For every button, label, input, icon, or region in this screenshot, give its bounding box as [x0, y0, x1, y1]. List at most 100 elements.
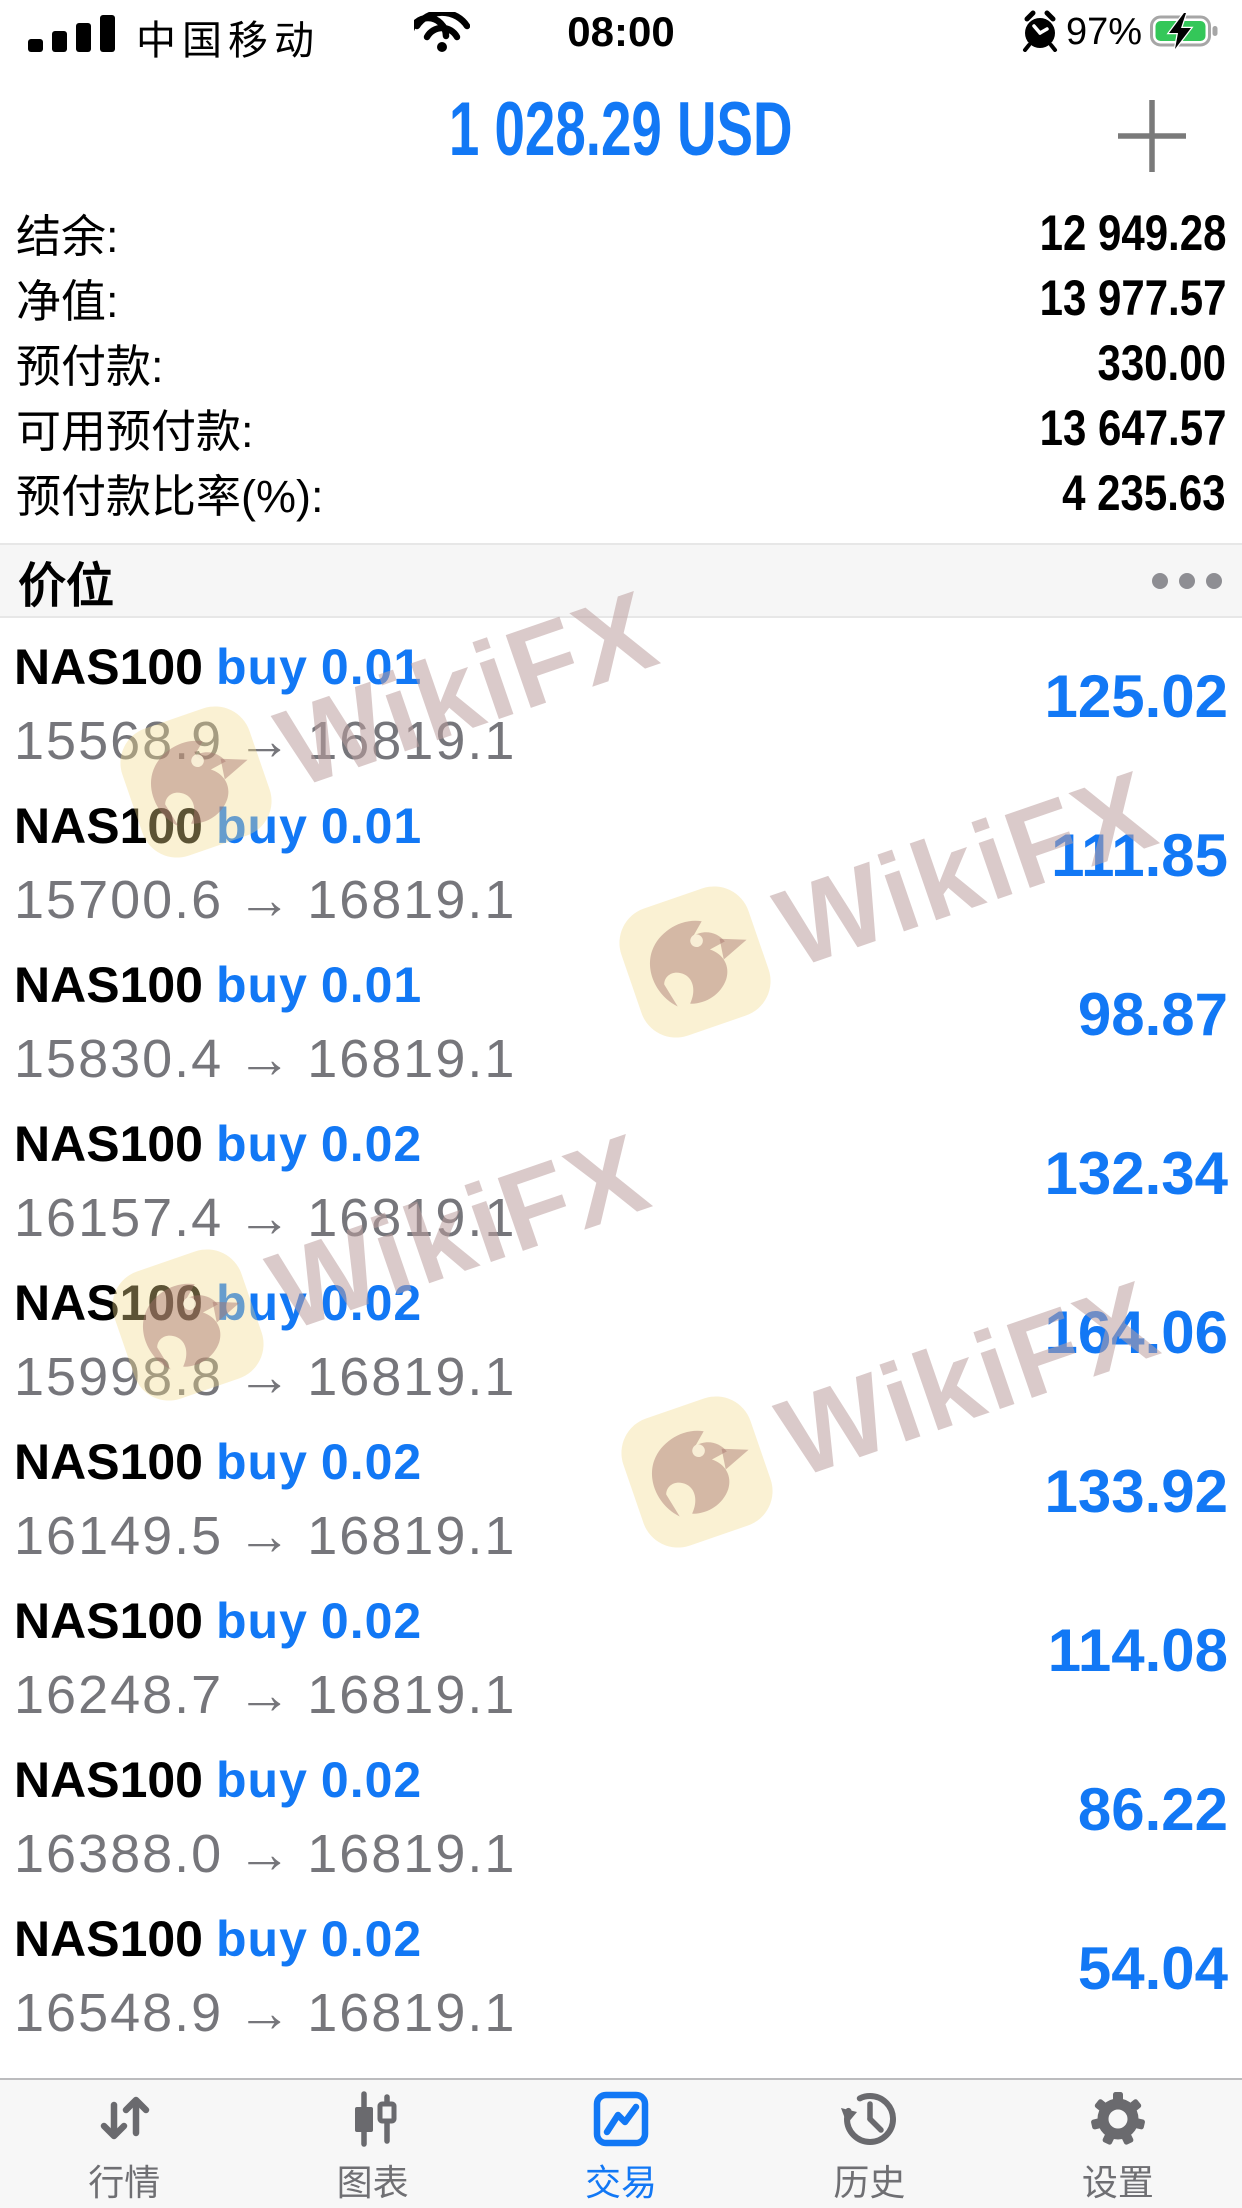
balance-label: 结余: — [16, 211, 119, 262]
side-label: buy — [216, 798, 308, 854]
arrow-right-icon: → — [237, 1983, 294, 2043]
position-row[interactable]: NAS100 buy 0.02 16157.4 → 16819.1 132.34 — [14, 1107, 1228, 1266]
margin-label: 预付款: — [16, 341, 164, 392]
current-price: 16819.1 — [307, 1188, 517, 1248]
carrier-label: 中国移动 — [136, 19, 320, 63]
tab-trade[interactable]: 交易 — [497, 2080, 745, 2208]
summary-row-free-margin: 可用预付款: 13 647.57 — [16, 395, 1226, 460]
open-price: 15700.6 — [14, 870, 224, 930]
tab-label: 设置 — [1081, 2162, 1154, 2203]
summary-row-margin-level: 预付款比率(%): 4 235.63 — [16, 460, 1226, 525]
position-row[interactable]: NAS100 buy 0.01 15700.6 → 16819.1 111.85 — [14, 789, 1228, 948]
symbol-label: NAS100 — [14, 957, 203, 1013]
volume-label: 0.01 — [320, 639, 423, 695]
summary-row-margin: 预付款: 330.00 — [16, 330, 1226, 395]
tab-charts[interactable]: 图表 — [248, 2080, 496, 2208]
account-summary: 结余: 12 949.28 净值: 13 977.57 预付款: 330.00 … — [16, 200, 1226, 525]
balance-value: 12 949.28 — [1039, 204, 1226, 261]
section-title: 价位 — [18, 559, 115, 613]
tab-label: 交易 — [585, 2162, 658, 2203]
side-label: buy — [216, 1116, 308, 1172]
profit-value: 164.06 — [1044, 1299, 1228, 1366]
bottom-tab-bar: 行情 图表 交易 — [0, 2078, 1242, 2208]
side-label: buy — [216, 1752, 308, 1808]
add-order-button[interactable] — [1112, 96, 1192, 176]
tab-history[interactable]: 历史 — [745, 2080, 993, 2208]
position-row[interactable]: NAS100 buy 0.02 16388.0 → 16819.1 86.22 — [14, 1743, 1228, 1902]
positions-list: NAS100 buy 0.01 15568.9 → 16819.1 125.02 NAS… — [0, 630, 1242, 2062]
open-price: 15568.9 — [14, 711, 224, 771]
position-row[interactable]: NAS100 buy 0.02 16149.5 → 16819.1 133.92 — [14, 1425, 1228, 1584]
arrow-right-icon: → — [237, 1029, 294, 1089]
arrow-right-icon: → — [237, 1824, 294, 1884]
margin-level-label: 预付款比率(%): — [16, 471, 324, 522]
free-margin-label: 可用预付款: — [16, 406, 254, 457]
profit-value: 111.85 — [1051, 822, 1228, 889]
symbol-label: NAS100 — [14, 1116, 203, 1172]
open-price: 16388.0 — [14, 1824, 224, 1884]
history-clock-icon — [841, 2093, 897, 2145]
symbol-label: NAS100 — [14, 639, 203, 695]
position-row[interactable]: NAS100 buy 0.02 16248.7 → 16819.1 114.08 — [14, 1584, 1228, 1743]
equity-value: 13 977.57 — [1039, 269, 1226, 326]
wifi-icon — [414, 12, 470, 52]
arrow-right-icon: → — [237, 870, 294, 930]
margin-level-value: 4 235.63 — [1062, 464, 1226, 521]
profit-value: 98.87 — [1077, 981, 1228, 1048]
position-row[interactable]: NAS100 buy 0.02 16548.9 → 16819.1 54.04 — [14, 1902, 1228, 2061]
profit-value: 114.08 — [1047, 1617, 1228, 1684]
volume-label: 0.01 — [320, 798, 423, 854]
arrow-right-icon: → — [237, 711, 294, 771]
symbol-label: NAS100 — [14, 1434, 203, 1490]
tab-quotes[interactable]: 行情 — [0, 2080, 248, 2208]
volume-label: 0.02 — [320, 1593, 423, 1649]
tab-settings[interactable]: 设置 — [994, 2080, 1242, 2208]
status-bar: 中国移动 08:00 97% — [0, 0, 1242, 63]
equity-label: 净值: — [16, 276, 119, 327]
open-price: 15998.8 — [14, 1347, 224, 1407]
current-price: 16819.1 — [307, 1029, 517, 1089]
profit-value: 54.04 — [1077, 1935, 1228, 2002]
profit-value: 86.22 — [1077, 1776, 1228, 1843]
positions-section-header: 价位 — [0, 543, 1242, 618]
battery-charging-icon — [1150, 13, 1218, 49]
current-price: 16819.1 — [307, 1983, 517, 2043]
current-price: 16819.1 — [307, 1665, 517, 1725]
floating-profit-total: 1 028.29 USD — [449, 87, 793, 172]
candlestick-chart-icon — [354, 2091, 397, 2147]
side-label: buy — [216, 957, 308, 1013]
side-label: buy — [216, 1275, 308, 1331]
position-row[interactable]: NAS100 buy 0.02 15998.8 → 16819.1 164.06 — [14, 1266, 1228, 1425]
free-margin-value: 13 647.57 — [1039, 399, 1226, 456]
volume-label: 0.02 — [320, 1752, 423, 1808]
summary-row-equity: 净值: 13 977.57 — [16, 265, 1226, 330]
position-row[interactable]: NAS100 buy 0.01 15568.9 → 16819.1 125.02 — [14, 630, 1228, 789]
side-label: buy — [216, 639, 308, 695]
settings-gear-icon — [1090, 2092, 1145, 2145]
profit-value: 125.02 — [1044, 663, 1228, 730]
more-options-icon[interactable] — [1150, 571, 1224, 591]
arrow-right-icon: → — [237, 1506, 294, 1566]
trade-line-chart-icon — [593, 2091, 649, 2147]
symbol-label: NAS100 — [14, 1275, 203, 1331]
current-price: 16819.1 — [307, 711, 517, 771]
symbol-label: NAS100 — [14, 1752, 203, 1808]
profit-value: 132.34 — [1044, 1140, 1228, 1207]
volume-label: 0.02 — [320, 1434, 423, 1490]
clock-time: 08:00 — [567, 8, 675, 55]
side-label: buy — [216, 1911, 308, 1967]
signal-strength-icon — [28, 15, 115, 52]
open-price: 16157.4 — [14, 1188, 224, 1248]
symbol-label: NAS100 — [14, 1593, 203, 1649]
position-row[interactable]: NAS100 buy 0.01 15830.4 → 16819.1 98.87 — [14, 948, 1228, 1107]
summary-row-balance: 结余: 12 949.28 — [16, 200, 1226, 265]
open-price: 16149.5 — [14, 1506, 224, 1566]
volume-label: 0.01 — [320, 957, 423, 1013]
margin-value: 330.00 — [1097, 334, 1226, 391]
side-label: buy — [216, 1434, 308, 1490]
tab-label: 行情 — [88, 2162, 161, 2203]
arrow-right-icon: → — [237, 1347, 294, 1407]
side-label: buy — [216, 1593, 308, 1649]
symbol-label: NAS100 — [14, 798, 203, 854]
